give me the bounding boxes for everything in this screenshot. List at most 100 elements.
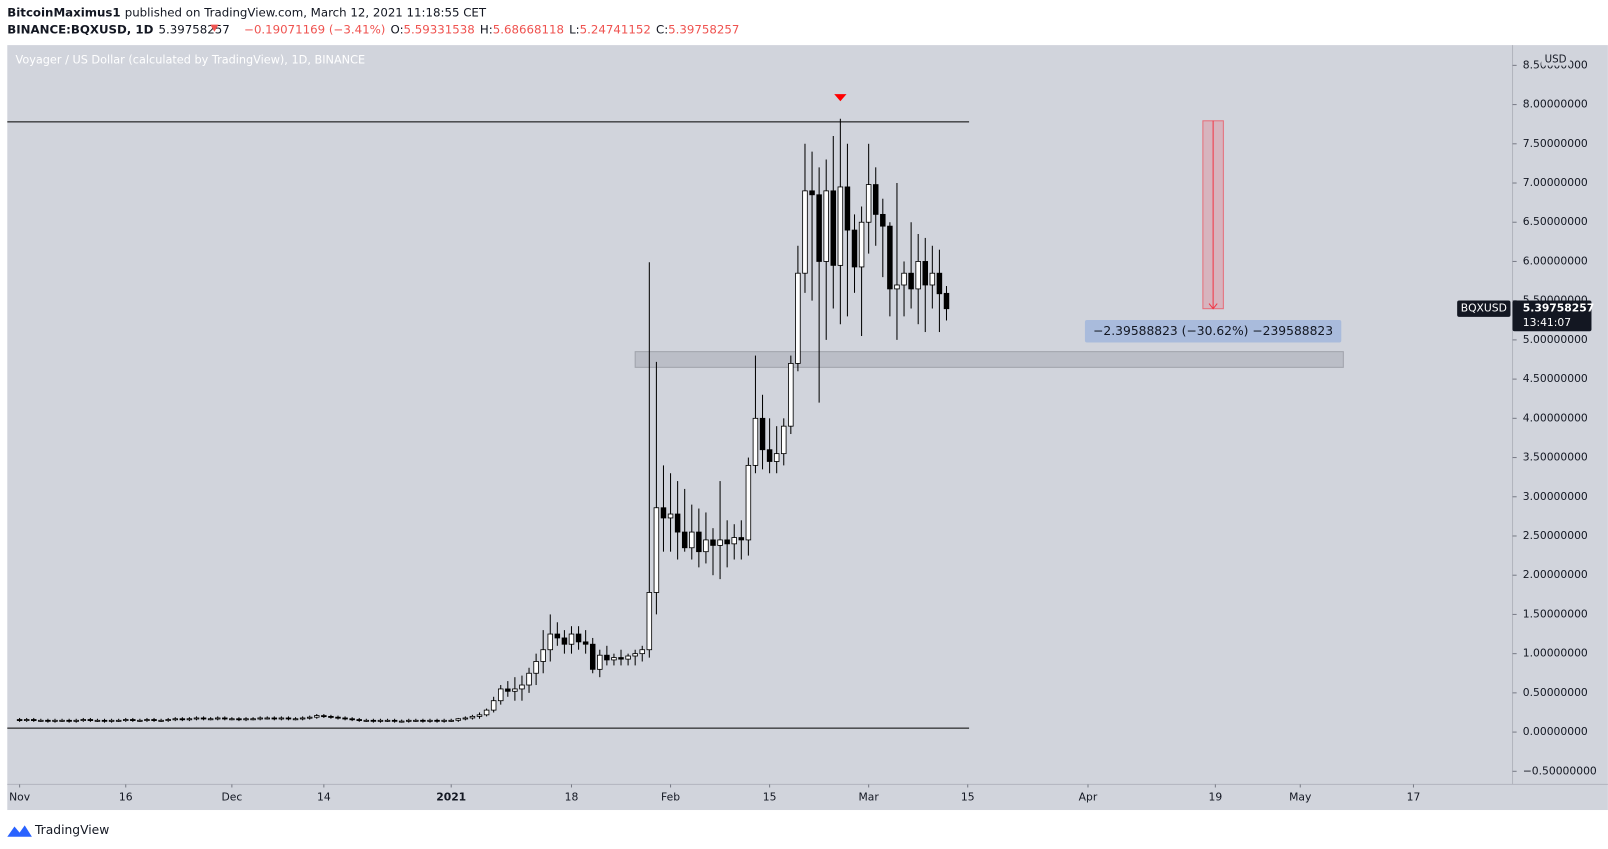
candle-body [257, 717, 263, 720]
candle-body [165, 719, 171, 721]
x-tick-label: Apr [1079, 791, 1098, 804]
header-line-1: BitcoinMaximus1 published on TradingView.… [7, 5, 487, 19]
candle-body [16, 719, 23, 721]
symbol: BINANCE:BQXUSD, 1D [7, 22, 153, 36]
o-label: O: [391, 22, 404, 36]
measure-label-box [1084, 319, 1342, 343]
candle-body [31, 719, 37, 721]
x-tick-label: Feb [661, 791, 680, 804]
candle-body [455, 718, 462, 721]
candle-body [207, 718, 214, 721]
candle-body [179, 718, 186, 721]
candle-body [689, 531, 695, 549]
candle-body [59, 719, 65, 722]
y-tick-label: 2.00000000 [1523, 568, 1588, 581]
candle-body [752, 417, 759, 466]
candle-body [766, 449, 773, 462]
candle-body [597, 654, 603, 670]
brand-icon [7, 825, 32, 837]
candle-body [667, 513, 674, 519]
candle-body [250, 718, 256, 721]
measure-arrowhead [1208, 303, 1218, 310]
candle-body [823, 190, 829, 262]
candle-body [604, 654, 610, 661]
candle-body [554, 633, 561, 639]
price-tag: 5.39758257 [1523, 302, 1594, 315]
symbol-tag-box [1457, 300, 1511, 317]
c-label: C: [656, 22, 668, 36]
y-tick-label: 1.00000000 [1523, 647, 1588, 660]
brand-logo: TradingView [7, 823, 109, 837]
candle-body [773, 453, 780, 462]
candle-body [632, 653, 638, 657]
candle-body [724, 539, 730, 545]
author: BitcoinMaximus1 [7, 5, 120, 19]
candle-body [519, 684, 525, 690]
candle-body [568, 633, 575, 645]
candle-body [122, 719, 129, 721]
candle-body [858, 221, 865, 268]
header-line-2: BINANCE:BQXUSD, 1D 5.39758257 −0.19071169 … [7, 22, 739, 36]
x-tick-label: May [1289, 791, 1312, 804]
candle-body [851, 229, 858, 268]
h-value: 5.68668118 [493, 22, 564, 36]
y-tick-label: 7.00000000 [1523, 176, 1588, 189]
candle-body [186, 718, 193, 721]
y-tick-label: 4.50000000 [1523, 372, 1588, 385]
x-tick-label: 2021 [436, 791, 466, 804]
support-zone [634, 351, 1344, 368]
candle-body [45, 719, 51, 722]
x-tick-label: 18 [565, 791, 579, 804]
x-tick-label: Mar [859, 791, 880, 804]
x-tick-label: 19 [1209, 791, 1223, 804]
candle-body [901, 272, 907, 286]
candle-body [342, 717, 348, 720]
candle-body [377, 719, 384, 722]
candle-body [108, 719, 115, 722]
candle-body [561, 637, 568, 645]
l-value: 5.24741152 [580, 22, 651, 36]
candle-body [292, 718, 299, 721]
candle-body [130, 719, 136, 721]
down-arrow-icon [210, 24, 219, 32]
x-tick-label: 16 [119, 791, 133, 804]
candle-body [759, 417, 766, 451]
y-tick-label: 3.50000000 [1523, 451, 1588, 464]
candle-body [441, 719, 447, 722]
candle-body [406, 719, 412, 722]
x-tick-label: Nov [9, 791, 31, 804]
candle-body [321, 715, 327, 718]
price-tag-box [1512, 300, 1592, 332]
y-tick-label: 8.00000000 [1523, 98, 1588, 111]
candle-body [646, 592, 653, 651]
candle-body [370, 719, 377, 722]
candle-body [653, 507, 660, 593]
candle-body [448, 719, 454, 722]
candle-body [222, 717, 228, 720]
candle-body [483, 709, 490, 716]
c-value: 5.39758257 [668, 22, 739, 36]
candle-body [229, 718, 235, 721]
candle-body [172, 718, 179, 721]
candle-body [731, 537, 737, 545]
candle-body [384, 719, 391, 722]
candle-body [696, 531, 702, 553]
candle-body [844, 186, 851, 231]
candle-body [158, 719, 164, 722]
candle-body [193, 717, 200, 720]
candle-body [880, 213, 886, 227]
candle-body [738, 537, 745, 541]
high-marker [834, 94, 847, 102]
brand-name: TradingView [34, 823, 109, 837]
candle-body [681, 531, 688, 549]
candle-body [349, 718, 355, 721]
symbol-tag: BQXUSD [1461, 302, 1507, 315]
candle-body [809, 190, 815, 196]
chart-background [7, 45, 1608, 811]
candle-body [660, 507, 667, 519]
candle-body [816, 194, 822, 262]
y-tick-label: 0.00000000 [1523, 725, 1588, 738]
candle-body [611, 657, 617, 661]
candle-body [674, 513, 681, 533]
